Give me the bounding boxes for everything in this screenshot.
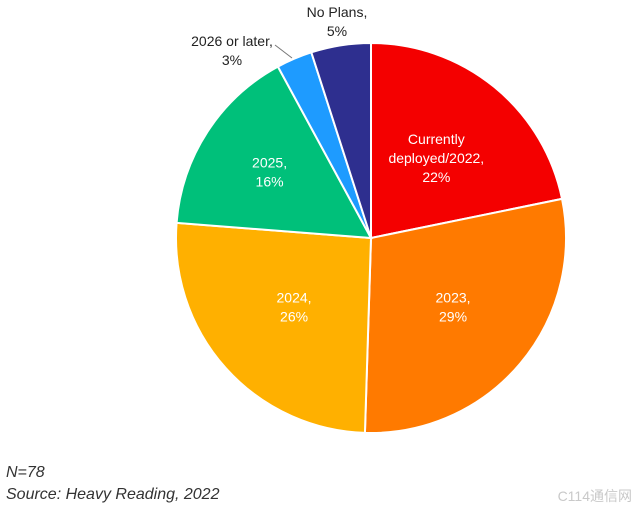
slice-label-5: No Plans, 5% <box>307 4 368 39</box>
pie-slice-2 <box>175 221 373 434</box>
leader-line <box>274 44 293 59</box>
slice-label-1: 2023, 29% <box>436 290 471 325</box>
slice-label-4: 2026 or later, 3% <box>191 33 273 68</box>
slice-label-0: Currently deployed/2022, 22% <box>388 131 484 185</box>
sample-size-note: N=78 <box>6 464 45 481</box>
watermark: C114通信网 <box>557 488 632 504</box>
pie-slice-5 <box>310 41 372 239</box>
pie-slice-3 <box>175 65 373 240</box>
pie-slice-0 <box>370 41 564 240</box>
pie-slice-1 <box>363 197 567 434</box>
slice-label-2: 2024, 26% <box>277 289 312 324</box>
slice-label-3: 2025, 16% <box>252 155 287 190</box>
source-note: Source: Heavy Reading, 2022 <box>6 486 220 503</box>
